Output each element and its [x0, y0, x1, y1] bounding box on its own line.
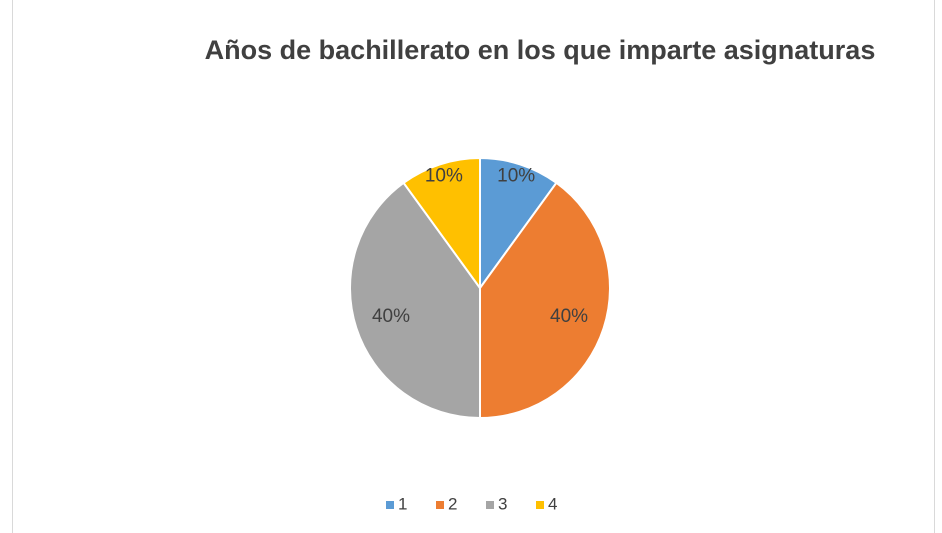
pie-slice [402, 156, 481, 292]
legend-swatch [536, 501, 544, 509]
pie-slice [349, 181, 481, 420]
legend-label: 1 [398, 494, 407, 513]
data-label: 40% [550, 306, 588, 327]
legend-swatch [436, 501, 444, 509]
data-label: 10% [425, 166, 463, 187]
legend-label: 2 [448, 494, 457, 513]
legend-label: 4 [548, 494, 557, 513]
data-label: 40% [372, 306, 410, 327]
data-label: 10% [497, 166, 535, 187]
legend-swatch [486, 501, 494, 509]
pie-slice [479, 181, 611, 420]
legend-swatch [386, 501, 394, 509]
pie-slice [479, 156, 558, 292]
chart-title: Años de bachillerato en los que imparte … [205, 35, 876, 65]
legend-label: 3 [498, 494, 507, 513]
